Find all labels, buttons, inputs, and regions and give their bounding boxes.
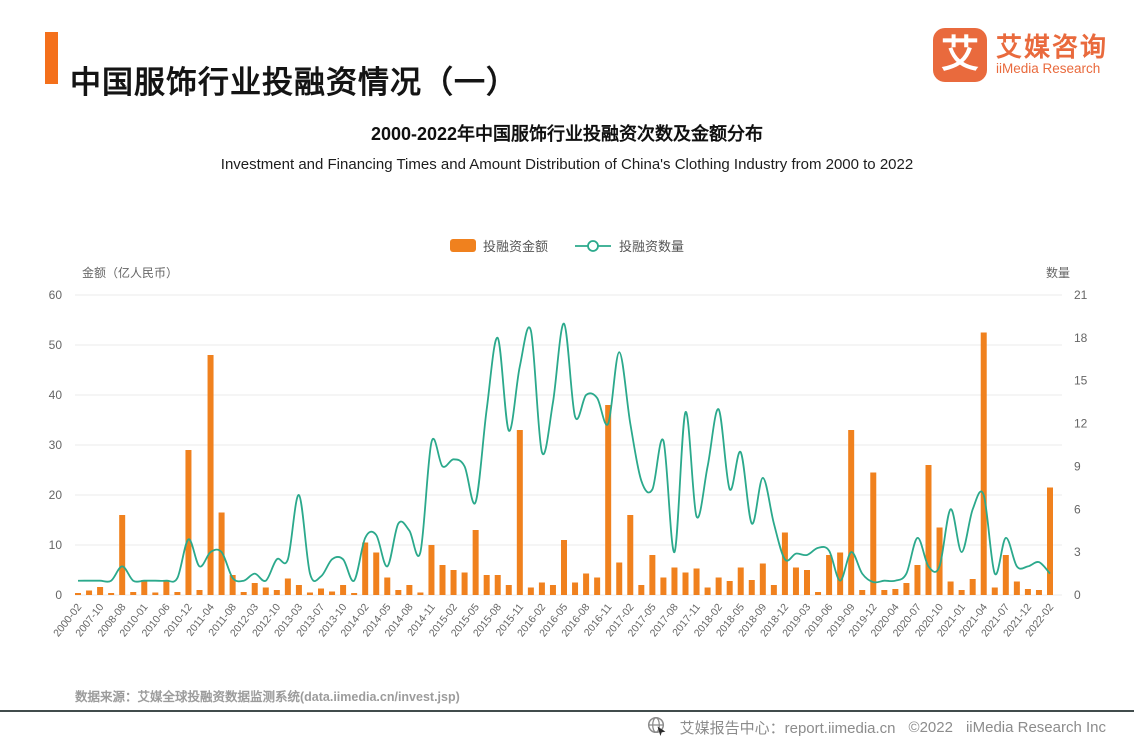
- svg-text:60: 60: [49, 288, 63, 302]
- footer-report-link[interactable]: 艾媒报告中心：report.iimedia.cn: [679, 719, 896, 737]
- bar-swatch-icon: [449, 239, 476, 252]
- svg-text:10: 10: [49, 538, 63, 552]
- legend-label-amount: 投融资金额: [482, 239, 548, 254]
- svg-text:18: 18: [1074, 331, 1088, 345]
- chart-subtitle: Investment and Financing Times and Amoun…: [220, 156, 914, 173]
- legend-label-count: 投融资数量: [619, 239, 685, 254]
- logo-brand-en: iiMedia Research: [995, 61, 1101, 77]
- svg-text:20: 20: [49, 488, 63, 502]
- iimedia-logo: 艾 艾媒咨询 iiMedia Research: [932, 28, 1108, 82]
- svg-text:12: 12: [1074, 417, 1088, 431]
- logo-mark-icon: 艾: [932, 28, 987, 82]
- svg-text:30: 30: [49, 438, 63, 452]
- chart-legend: 投融资金额 投融资数量: [0, 236, 1134, 255]
- footer-company: iiMedia Research Inc: [965, 718, 1106, 736]
- title-accent-bar: [45, 32, 58, 84]
- data-source-note: 数据来源：艾媒全球投融资数据监测系统(data.iimedia.cn/inves…: [75, 690, 460, 704]
- footer-divider: [0, 710, 1134, 712]
- combo-chart: 0 10 20 30 40 50 60 0 3 6 9 12 15 18 21 金额（亿人民币） 数量 2000-…: [0, 255, 1134, 675]
- page-title: 中国服饰行业投融资情况（一）: [70, 64, 518, 100]
- svg-text:数量: 数量: [1046, 265, 1070, 280]
- svg-text:0: 0: [1074, 588, 1081, 602]
- chart-title: 2000-2022年中国服饰行业投融资次数及金额分布: [370, 124, 764, 144]
- svg-text:3: 3: [1074, 545, 1081, 559]
- svg-text:6: 6: [1074, 502, 1081, 516]
- svg-text:21: 21: [1074, 288, 1088, 302]
- legend-item-amount[interactable]: 投融资金额: [449, 236, 548, 255]
- globe-cursor-icon: [647, 716, 666, 736]
- svg-text:50: 50: [49, 338, 63, 352]
- footer: 艾媒报告中心：report.iimedia.cn ©2022 iiMedia R…: [647, 716, 1106, 737]
- svg-text:9: 9: [1074, 459, 1081, 473]
- svg-text:0: 0: [55, 588, 62, 602]
- logo-brand-cn: 艾媒咨询: [995, 31, 1108, 62]
- legend-item-count[interactable]: 投融资数量: [574, 236, 684, 255]
- logo-wordmark: 艾媒咨询 iiMedia Research: [996, 33, 1108, 78]
- svg-text:15: 15: [1074, 374, 1088, 388]
- svg-text:金额（亿人民币）: 金额（亿人民币）: [82, 265, 178, 280]
- footer-copyright: ©2022: [908, 718, 953, 736]
- svg-text:40: 40: [49, 388, 63, 402]
- line-marker-icon: [575, 239, 611, 252]
